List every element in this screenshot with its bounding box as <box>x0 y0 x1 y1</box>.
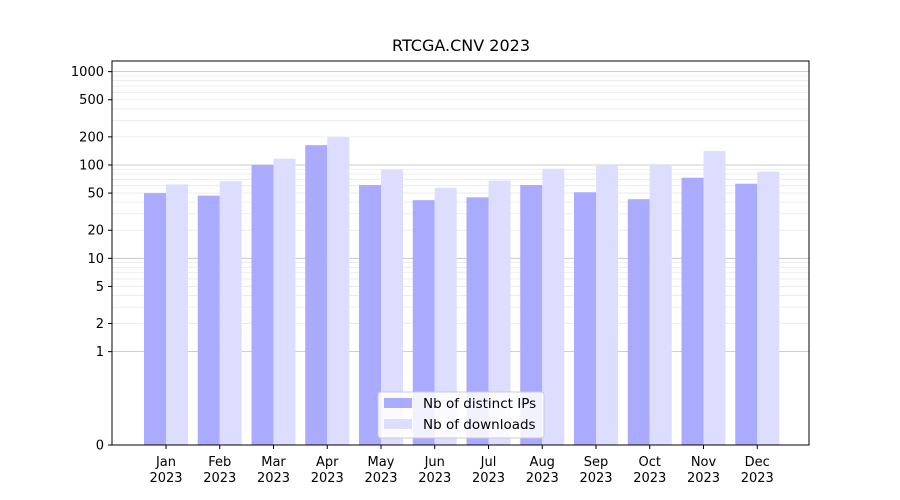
y-tick-label: 0 <box>96 439 104 454</box>
x-tick-year: 2023 <box>418 471 451 486</box>
bar-distinct-ips <box>735 183 758 445</box>
x-tick-label: Apr 2023 <box>311 455 344 486</box>
x-tick-label: Jul 2023 <box>472 455 505 486</box>
bar-downloads <box>166 184 188 445</box>
bar-distinct-ips <box>359 185 381 445</box>
x-tick-month: Apr <box>316 455 339 470</box>
y-tick-label: 100 <box>79 158 104 173</box>
x-tick-label: Feb 2023 <box>203 455 236 486</box>
bar-distinct-ips <box>520 185 543 445</box>
y-axis: 0 1 2 5 10 20 50 100 200 500 1000 <box>71 65 112 454</box>
x-tick-month: Jan <box>155 455 176 470</box>
y-tick-label: 200 <box>79 130 104 145</box>
x-tick-year: 2023 <box>687 471 720 486</box>
chart-title: RTCGA.CNV 2023 <box>392 36 530 55</box>
x-tick-month: May <box>368 455 395 470</box>
x-tick-label: Dec 2023 <box>741 455 774 486</box>
x-tick-month: Nov <box>691 455 717 470</box>
x-tick-year: 2023 <box>311 471 344 486</box>
x-tick-label: Aug 2023 <box>526 455 559 486</box>
x-tick-label: Jan 2023 <box>149 455 182 486</box>
bar-downloads <box>381 169 403 445</box>
x-tick-year: 2023 <box>257 471 290 486</box>
x-tick-month: Dec <box>745 455 770 470</box>
bar-downloads <box>649 164 672 446</box>
bar-downloads <box>327 137 350 445</box>
y-tick-label: 50 <box>87 187 104 202</box>
x-tick-month: Mar <box>261 455 286 470</box>
y-tick-label: 10 <box>87 252 104 267</box>
x-tick-month: Feb <box>208 455 231 470</box>
legend-swatch <box>384 398 412 408</box>
bar-distinct-ips <box>305 145 328 445</box>
y-tick-label: 5 <box>96 280 104 295</box>
x-tick-label: Oct 2023 <box>633 455 666 486</box>
y-tick-label: 500 <box>79 93 104 108</box>
bar-distinct-ips <box>197 195 220 445</box>
x-tick-month: Oct <box>639 455 661 470</box>
bar-distinct-ips <box>627 199 650 445</box>
bar-downloads <box>434 187 457 445</box>
x-tick-year: 2023 <box>472 471 505 486</box>
y-tick-label: 1 <box>96 345 104 360</box>
x-tick-label: Jun 2023 <box>418 455 451 486</box>
axes-frame <box>111 60 810 446</box>
bar-downloads <box>542 168 565 446</box>
y-tick-label: 20 <box>87 224 104 239</box>
x-tick-year: 2023 <box>149 471 182 486</box>
x-tick-label: May 2023 <box>364 455 397 486</box>
bar-downloads <box>273 158 296 445</box>
bars <box>144 137 780 446</box>
y-tick-label: 1000 <box>71 65 104 80</box>
bar-distinct-ips <box>412 200 435 445</box>
y-tick-label: 2 <box>96 317 104 332</box>
bar-downloads <box>488 180 511 445</box>
x-tick-year: 2023 <box>741 471 774 486</box>
x-tick-month: Aug <box>530 455 555 470</box>
x-tick-label: Nov 2023 <box>687 455 720 486</box>
legend-box <box>377 391 545 439</box>
legend-label: Nb of downloads <box>423 417 536 433</box>
legend-label: Nb of distinct IPs <box>423 396 536 412</box>
bar-distinct-ips <box>251 164 274 446</box>
x-tick-year: 2023 <box>579 471 612 486</box>
x-tick-month: Sep <box>584 455 609 470</box>
bar-distinct-ips <box>574 192 596 445</box>
bar-distinct-ips <box>144 193 166 445</box>
bar-distinct-ips <box>681 177 704 445</box>
legend: Nb of distinct IPs Nb of downloads <box>377 391 545 439</box>
bar-distinct-ips <box>466 197 489 445</box>
x-tick-month: Jul <box>480 455 497 470</box>
x-tick-label: Mar 2023 <box>257 455 290 486</box>
x-tick-year: 2023 <box>633 471 666 486</box>
x-tick-year: 2023 <box>526 471 559 486</box>
x-tick-year: 2023 <box>364 471 397 486</box>
x-tick-year: 2023 <box>203 471 236 486</box>
legend-swatch <box>384 419 412 429</box>
bar-downloads <box>596 164 618 446</box>
bar-downloads <box>219 181 242 446</box>
bar-downloads <box>703 151 726 446</box>
x-tick-label: Sep 2023 <box>579 455 612 486</box>
bar-downloads <box>757 171 780 445</box>
x-tick-month: Jun <box>424 455 445 470</box>
